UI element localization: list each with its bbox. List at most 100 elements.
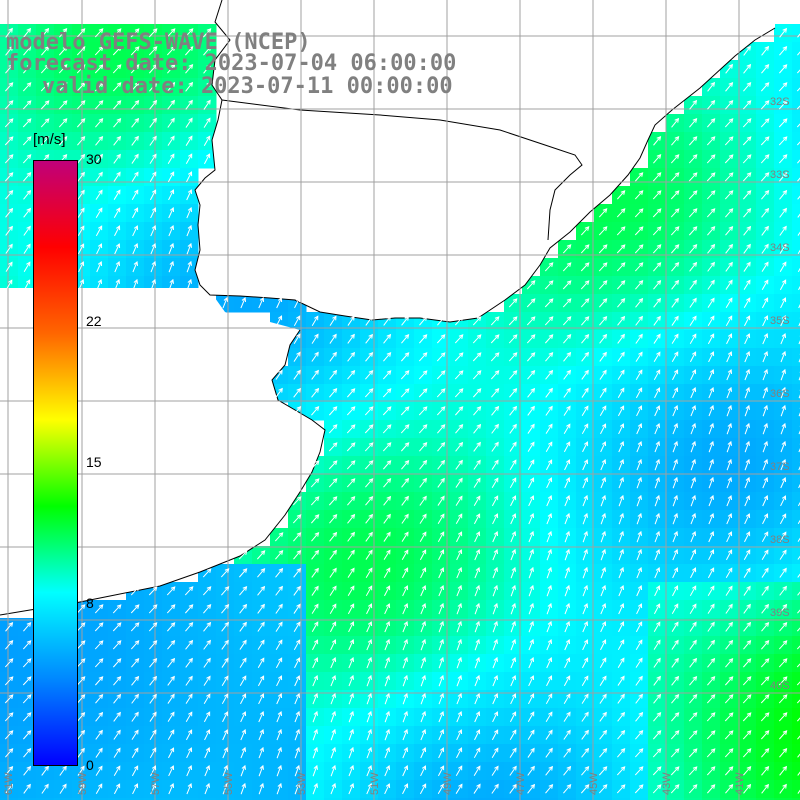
wind-arrow [491, 406, 499, 416]
wind-arrow-head [656, 712, 662, 717]
wind-arrow [365, 370, 373, 380]
wind-arrow [132, 243, 138, 255]
wind-arrow [473, 766, 481, 776]
wind-arrow [724, 694, 734, 704]
wind-arrow [726, 495, 732, 507]
wind-arrow [456, 711, 462, 723]
wind-arrow [743, 46, 751, 56]
wind-arrow [383, 550, 391, 560]
wind-arrow-head [692, 172, 698, 177]
wind-arrow [22, 694, 32, 704]
wind-arrow [5, 784, 13, 794]
wind-speed-cell [792, 168, 800, 187]
wind-arrow [329, 388, 337, 398]
wind-arrow-head [494, 316, 500, 321]
wind-arrow [600, 495, 606, 507]
wind-arrow [706, 154, 716, 164]
wind-arrow [707, 316, 715, 326]
wind-arrow-head [548, 316, 554, 321]
wind-arrow [761, 262, 769, 272]
wind-speed-cell [792, 150, 800, 169]
wind-arrow [149, 136, 157, 146]
wind-arrow-head [566, 262, 572, 267]
wind-arrow-head [404, 388, 410, 393]
wind-arrow [258, 747, 264, 759]
wind-arrow-head [637, 476, 642, 482]
wind-arrow-head [62, 136, 68, 141]
wind-arrow [311, 550, 319, 560]
wind-arrow [762, 477, 768, 489]
wind-arrow-head [529, 513, 535, 518]
wind-speed-cell [792, 258, 800, 277]
wind-arrow [402, 765, 408, 777]
wind-arrow-head [80, 136, 86, 141]
wind-arrow-head [188, 693, 193, 699]
wind-arrow [167, 712, 175, 722]
wind-arrow [438, 729, 444, 741]
wind-arrow-head [530, 441, 535, 447]
wind-arrow-head [277, 315, 283, 321]
wind-arrow [76, 640, 86, 650]
wind-arrow [527, 730, 535, 740]
wind-arrow-head [745, 494, 751, 500]
wind-arrow [491, 766, 499, 776]
wind-arrow [400, 424, 410, 434]
wind-arrow [744, 333, 750, 345]
wind-arrow [76, 658, 86, 668]
wind-arrow [725, 784, 733, 794]
wind-arrow [454, 352, 464, 362]
wind-arrow-head [728, 172, 734, 177]
wind-arrow-head [512, 352, 518, 357]
wind-arrow-head [152, 28, 158, 33]
wind-arrow-head [601, 548, 606, 554]
wind-speed-cell [306, 798, 325, 800]
wind-arrow [490, 370, 500, 380]
wind-arrow-head [278, 585, 283, 591]
wind-arrow-head [674, 712, 680, 717]
wind-arrow-head [547, 530, 553, 536]
wind-arrow-head [224, 675, 229, 681]
wind-arrow-head [403, 638, 409, 644]
wind-arrow [708, 405, 714, 417]
wind-arrow [490, 316, 500, 326]
wind-arrow-head [241, 782, 246, 788]
wind-arrow-head [656, 279, 662, 285]
wind-arrow-head [691, 422, 697, 428]
wind-arrow [5, 226, 13, 236]
wind-arrow-head [566, 784, 572, 789]
wind-arrow-head [314, 315, 319, 321]
wind-arrow-head [476, 352, 482, 357]
wind-arrow [23, 46, 31, 56]
wind-arrow [239, 640, 247, 650]
wind-arrow [149, 172, 157, 182]
wind-arrow [186, 171, 192, 183]
wind-arrow [382, 388, 392, 398]
wind-arrow-head [80, 153, 86, 159]
wind-arrow-head [386, 333, 392, 339]
wind-arrow [707, 640, 715, 650]
wind-arrow [688, 748, 698, 758]
wind-arrow [258, 783, 264, 795]
wind-arrow-head [782, 243, 787, 249]
wind-arrow [150, 207, 156, 219]
wind-arrow [635, 280, 643, 290]
wind-arrow [689, 622, 697, 632]
wind-arrow [94, 622, 104, 632]
wind-arrow [762, 333, 768, 345]
wind-arrow [492, 549, 498, 561]
wind-arrow [419, 549, 427, 561]
wind-arrow-head [512, 783, 517, 789]
wind-arrow-head [205, 747, 211, 753]
wind-arrow-head [782, 747, 788, 753]
wind-arrow-head [115, 278, 121, 284]
wind-arrow [635, 298, 643, 308]
wind-arrow-head [620, 657, 625, 663]
wind-arrow [455, 442, 463, 452]
wind-arrow-head [728, 712, 734, 717]
wind-arrow [186, 189, 192, 201]
wind-arrow [383, 514, 391, 524]
wind-arrow [563, 334, 571, 344]
wind-speed-cell [18, 798, 37, 800]
wind-speed-cell [738, 798, 757, 800]
